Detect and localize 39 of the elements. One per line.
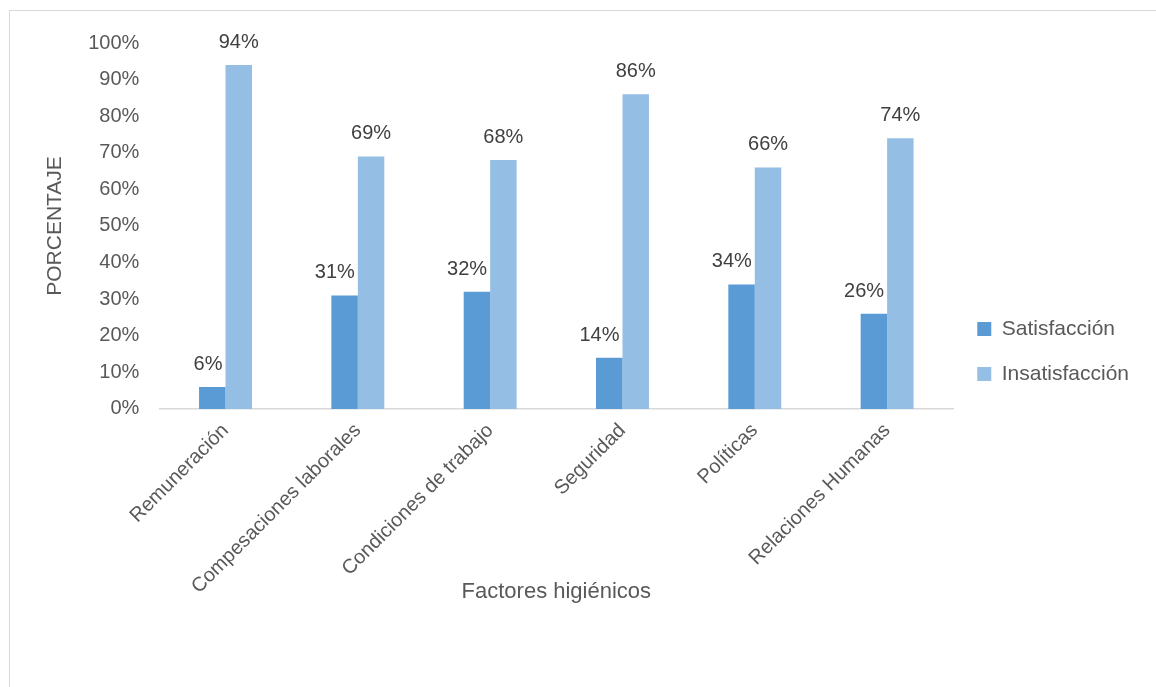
data-label: 26% <box>844 278 885 301</box>
data-label: 94% <box>218 29 259 52</box>
data-label: 14% <box>579 322 620 345</box>
bar <box>331 295 358 409</box>
bar <box>357 156 385 409</box>
bar <box>463 291 491 409</box>
bar <box>490 160 517 409</box>
y-tick-label: 10% <box>99 359 140 382</box>
y-axis-title: PORCENTAJE <box>42 156 66 296</box>
bar <box>754 167 782 409</box>
y-tick-label: 70% <box>99 140 140 163</box>
data-label: 86% <box>615 59 656 82</box>
data-label: 6% <box>193 351 223 374</box>
bar <box>728 284 755 409</box>
y-tick-label: 90% <box>99 67 140 90</box>
x-axis-title: Factores higiénicos <box>461 577 652 603</box>
bar <box>199 386 226 409</box>
data-label: 66% <box>748 132 789 155</box>
bar <box>887 138 914 409</box>
legend-label: Insatisfacción <box>1001 360 1129 384</box>
bar <box>622 94 649 409</box>
y-tick-label: 0% <box>110 396 140 419</box>
y-tick-label: 20% <box>99 323 140 346</box>
data-label: 34% <box>711 249 753 272</box>
y-tick-label: 40% <box>99 250 140 273</box>
y-tick-label: 100% <box>88 30 140 53</box>
y-tick-label: 80% <box>99 103 140 126</box>
data-label: 69% <box>351 121 392 144</box>
data-label: 74% <box>880 103 921 126</box>
y-tick-label: 50% <box>99 213 140 236</box>
data-label: 68% <box>483 125 524 148</box>
data-label: 31% <box>314 260 356 283</box>
bar <box>860 313 888 409</box>
y-tick-label: 60% <box>99 176 140 199</box>
bar <box>596 357 623 409</box>
y-tick-label: 30% <box>99 286 140 309</box>
bar <box>225 64 252 409</box>
legend-label: Satisfacción <box>1001 315 1115 339</box>
data-label: 32% <box>447 256 488 279</box>
